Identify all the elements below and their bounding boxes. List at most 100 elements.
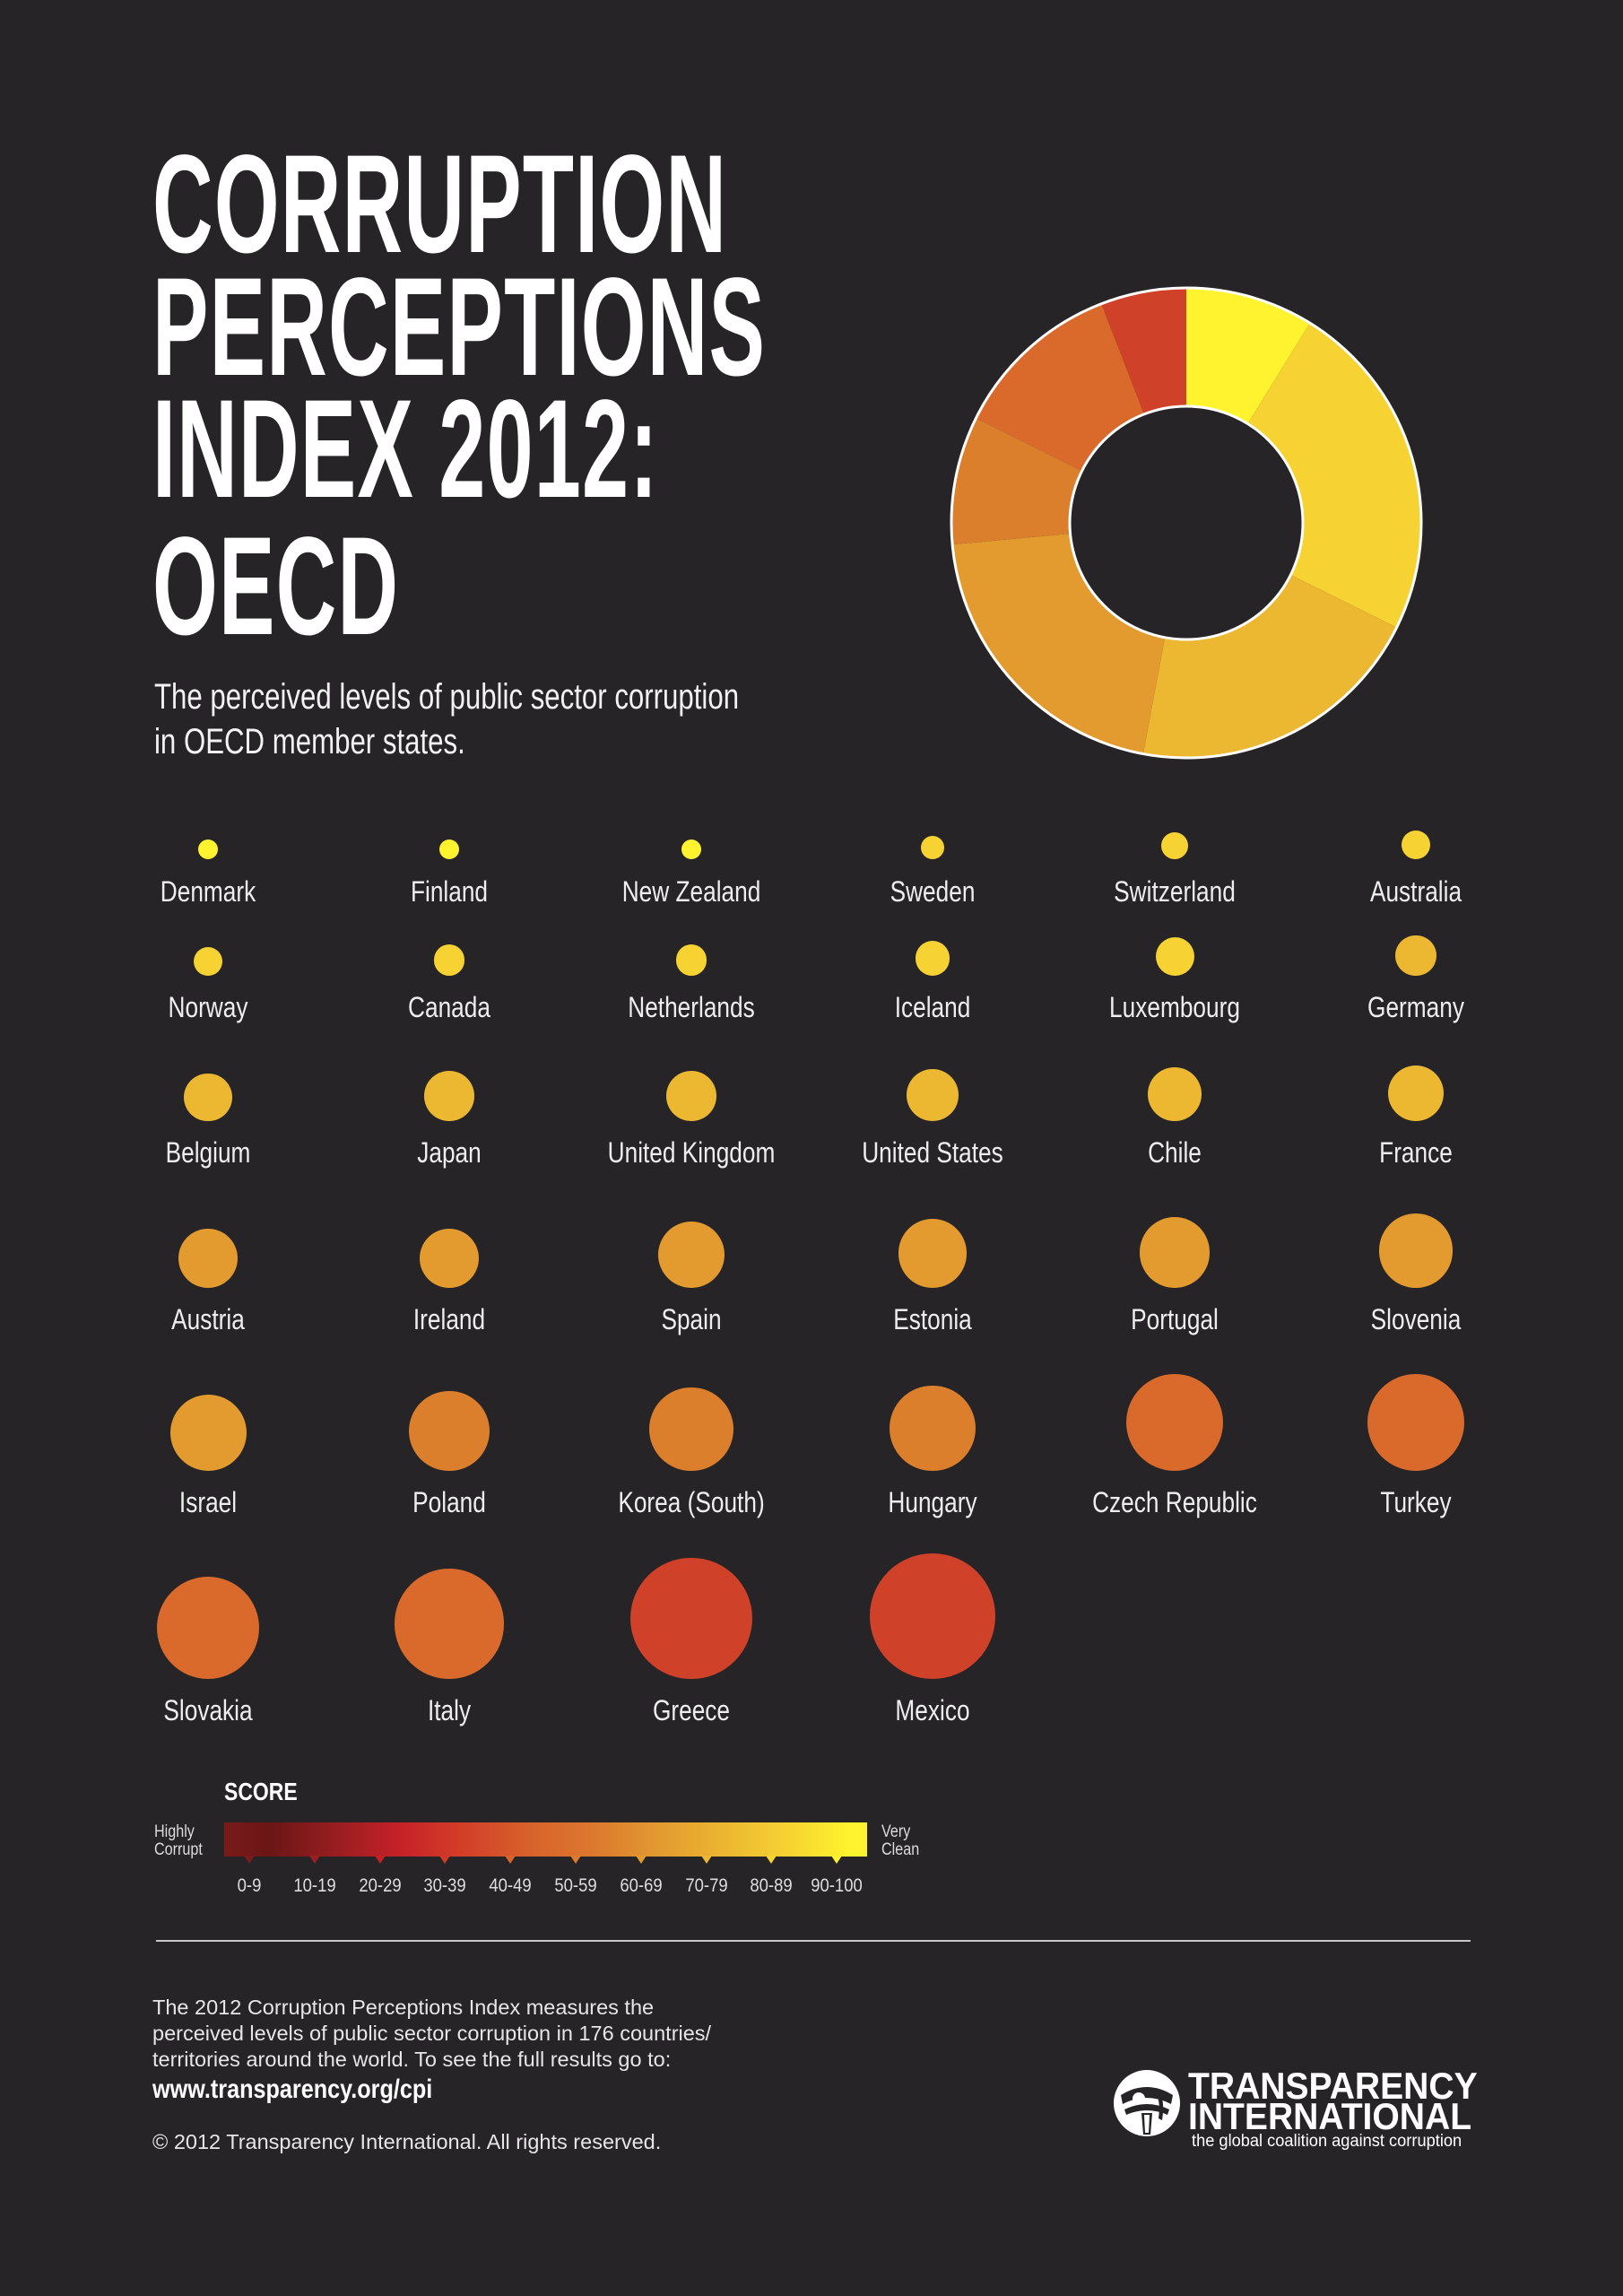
country-label: Greece: [652, 1694, 731, 1726]
country-bubble: [419, 1228, 480, 1288]
legend-tick-label: 10-19: [293, 1875, 336, 1896]
country-label: Netherlands: [628, 991, 755, 1023]
legend-right-label-line-1: Very: [881, 1822, 911, 1841]
country-bubble: [675, 944, 707, 976]
country-bubble: [657, 1221, 725, 1288]
logo-text-line-2: INTERNATIONAL: [1188, 2095, 1472, 2137]
donut-segment-90-100: [1186, 288, 1310, 424]
country-label: Canada: [408, 991, 490, 1023]
legend-tick-label: 40-49: [489, 1875, 532, 1896]
legend-right-label-line-2: Clean: [881, 1840, 920, 1859]
footer-line-2: perceived levels of public sector corrup…: [152, 2022, 712, 2045]
title-line-2: PERCEPTIONS: [152, 249, 767, 405]
country-label: Hungary: [888, 1486, 977, 1518]
legend-tick-marker: [374, 1856, 386, 1864]
country-bubble: [630, 1557, 752, 1679]
country-bubble: [1155, 937, 1194, 976]
country-bubble: [424, 1071, 474, 1121]
legend-left-label-line-2: Corrupt: [154, 1840, 203, 1859]
country-label: Poland: [412, 1486, 486, 1518]
legend-tick-label: 30-39: [423, 1875, 467, 1896]
country-label: United Kingdom: [607, 1136, 776, 1169]
country-bubble: [184, 1073, 232, 1121]
country-bubble-grid: Denmark Finland New Zealand Sweden Switzerla…: [156, 830, 1465, 1726]
country-label: Slovenia: [1370, 1303, 1462, 1335]
footer-line-3: territories around the world. To see the…: [152, 2048, 672, 2071]
score-colorbar: [224, 1822, 867, 1857]
legend-tick-marker: [308, 1856, 320, 1864]
country-label: United States: [862, 1136, 1003, 1169]
country-bubble: [1401, 830, 1431, 859]
country-bubble: [870, 1553, 995, 1679]
donut-segment-40-49: [976, 303, 1145, 472]
country-bubble: [666, 1071, 716, 1121]
legend-left-label-line-1: Highly: [154, 1822, 195, 1841]
title-line-4: OECD: [152, 509, 400, 665]
legend-tick-label: 90-100: [811, 1875, 863, 1896]
legend-tick-marker: [439, 1856, 451, 1864]
legend-tick-label: 50-59: [554, 1875, 597, 1896]
country-label: Slovakia: [163, 1694, 253, 1726]
legend-tick-marker: [831, 1856, 843, 1864]
country-bubble: [193, 946, 223, 976]
legend-left-label: Highly Corrupt: [154, 1823, 203, 1859]
legend-right-label: Very Clean: [881, 1823, 919, 1859]
country-label: Austria: [171, 1303, 245, 1335]
donut-segment-70-79: [1142, 574, 1397, 758]
donut-segment-80-89: [1247, 323, 1421, 628]
donut-segment-60-69: [952, 533, 1166, 754]
donut-segment-30-39: [1101, 288, 1186, 414]
country-label: Spain: [661, 1303, 722, 1335]
footer-description: The 2012 Corruption Perceptions Index me…: [152, 1995, 798, 2073]
country-label: Finland: [410, 875, 489, 908]
country-bubble: [1148, 1067, 1202, 1121]
country-bubble: [1367, 1373, 1465, 1471]
subtitle: The perceived levels of public sector co…: [154, 674, 739, 764]
country-label: Estonia: [893, 1303, 972, 1335]
title-line-1: CORRUPTION: [152, 126, 728, 283]
country-bubble: [907, 1069, 959, 1121]
divider: [156, 1940, 1471, 1942]
country-bubble: [1160, 831, 1189, 859]
country-label: Israel: [178, 1486, 238, 1518]
country-label: Turkey: [1380, 1486, 1452, 1518]
legend-tick-label: 0-9: [237, 1875, 262, 1896]
country-label: Norway: [168, 991, 248, 1023]
legend-tick-marker: [244, 1856, 255, 1864]
country-bubble: [1395, 935, 1436, 976]
donut-inner-ring: [1068, 404, 1305, 641]
country-bubble: [1378, 1213, 1454, 1288]
country-bubble: [1139, 1217, 1211, 1288]
donut-segment-50-59: [951, 418, 1082, 545]
donut-outer-ring: [950, 286, 1423, 760]
country-bubble: [1125, 1373, 1224, 1471]
country-label: Portugal: [1131, 1303, 1219, 1335]
copyright: © 2012 Transparency International. All r…: [152, 2130, 662, 2153]
country-bubble: [394, 1569, 505, 1679]
legend-tick-marker: [635, 1856, 647, 1864]
country-label: France: [1379, 1136, 1453, 1169]
country-bubble: [433, 944, 465, 976]
footer-line-1: The 2012 Corruption Perceptions Index me…: [152, 1996, 655, 2019]
country-label: Sweden: [890, 875, 976, 908]
country-bubble: [898, 1219, 968, 1288]
country-bubble: [915, 941, 950, 976]
country-label: Luxembourg: [1109, 991, 1240, 1023]
country-bubble: [649, 1387, 733, 1471]
country-bubble: [1388, 1065, 1444, 1121]
country-bubble: [178, 1228, 239, 1288]
transparency-international-logo-icon: [1114, 2070, 1180, 2136]
country-label: Ireland: [412, 1303, 486, 1335]
country-label: Germany: [1367, 991, 1464, 1023]
country-bubble: [156, 1576, 260, 1679]
country-label: Italy: [427, 1694, 472, 1726]
legend-tick-label: 60-69: [620, 1875, 663, 1896]
cpi-link[interactable]: www.transparency.org/cpi: [152, 2074, 433, 2104]
legend-tick-label: 20-29: [358, 1875, 402, 1896]
country-label: New Zealand: [621, 875, 761, 908]
legend-tick-marker: [570, 1856, 581, 1864]
country-bubble: [169, 1395, 247, 1471]
country-label: Iceland: [894, 991, 971, 1023]
country-bubble: [890, 1385, 976, 1471]
country-label: Mexico: [895, 1694, 970, 1726]
